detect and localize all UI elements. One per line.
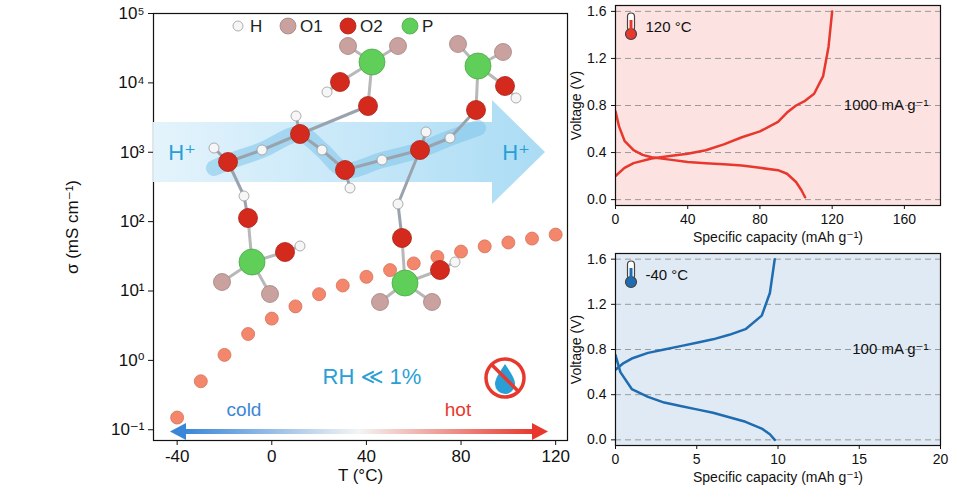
svg-text:0.0: 0.0 (587, 431, 607, 447)
svg-text:10²: 10² (120, 212, 145, 231)
svg-text:5: 5 (693, 451, 701, 467)
svg-text:10⁵: 10⁵ (119, 4, 145, 23)
svg-text:hot: hot (445, 399, 472, 420)
svg-text:1000 mA g⁻¹: 1000 mA g⁻¹ (844, 96, 929, 113)
svg-text:Voltage (V): Voltage (V) (568, 315, 584, 384)
svg-text:120: 120 (820, 211, 844, 227)
svg-text:Specific capacity (mAh g⁻¹): Specific capacity (mAh g⁻¹) (693, 469, 863, 485)
svg-text:0: 0 (612, 451, 620, 467)
svg-text:P: P (422, 17, 433, 36)
svg-text:0.4: 0.4 (587, 144, 607, 160)
svg-text:10³: 10³ (120, 143, 145, 162)
svg-text:80: 80 (452, 447, 471, 466)
svg-text:T (°C): T (°C) (338, 466, 383, 485)
svg-text:Specific capacity (mAh g⁻¹): Specific capacity (mAh g⁻¹) (693, 229, 863, 245)
svg-text:1.6: 1.6 (587, 251, 607, 267)
svg-text:1.6: 1.6 (587, 3, 607, 19)
svg-text:0.8: 0.8 (587, 97, 607, 113)
svg-text:120 °C: 120 °C (646, 18, 692, 35)
svg-text:1.2: 1.2 (587, 50, 607, 66)
svg-text:10¹: 10¹ (120, 281, 145, 300)
svg-text:0.4: 0.4 (587, 386, 607, 402)
svg-text:40: 40 (680, 211, 696, 227)
svg-text:O2: O2 (360, 17, 383, 36)
svg-text:10⁰: 10⁰ (119, 351, 145, 370)
svg-text:RH ≪ 1%: RH ≪ 1% (323, 364, 422, 389)
svg-text:160: 160 (893, 211, 917, 227)
svg-text:H⁺: H⁺ (168, 140, 196, 165)
svg-text:0: 0 (612, 211, 620, 227)
svg-text:120: 120 (541, 447, 569, 466)
svg-text:H⁺: H⁺ (502, 140, 530, 165)
svg-text:10: 10 (770, 451, 786, 467)
svg-text:20: 20 (933, 451, 949, 467)
svg-text:-40: -40 (165, 447, 190, 466)
svg-text:cold: cold (227, 399, 262, 420)
svg-text:40: 40 (357, 447, 376, 466)
svg-text:15: 15 (851, 451, 867, 467)
svg-text:80: 80 (752, 211, 768, 227)
svg-text:O1: O1 (300, 17, 323, 36)
svg-text:1.2: 1.2 (587, 296, 607, 312)
svg-text:Voltage (V): Voltage (V) (568, 71, 584, 140)
svg-text:0.0: 0.0 (587, 191, 607, 207)
svg-text:10⁴: 10⁴ (118, 73, 144, 92)
svg-text:0: 0 (267, 447, 276, 466)
svg-text:σ (mS cm⁻¹): σ (mS cm⁻¹) (63, 180, 82, 274)
svg-text:100 mA g⁻¹: 100 mA g⁻¹ (852, 340, 928, 357)
svg-text:0.8: 0.8 (587, 341, 607, 357)
svg-text:10⁻¹: 10⁻¹ (111, 420, 145, 439)
svg-text:-40 °C: -40 °C (646, 266, 689, 283)
svg-text:H: H (250, 17, 262, 36)
